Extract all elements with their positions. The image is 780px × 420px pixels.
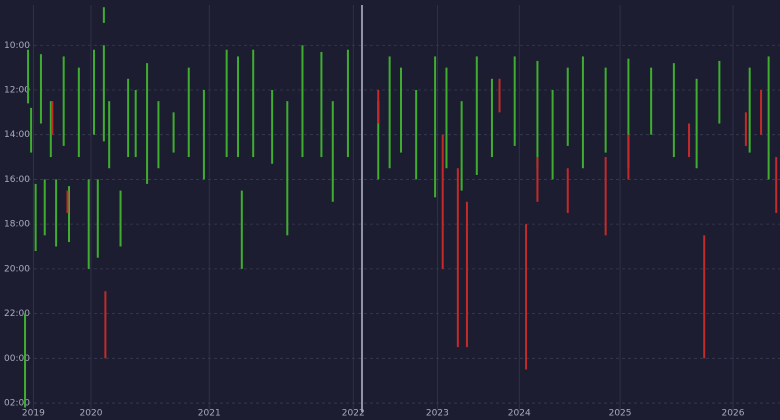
y-tick-label: 18:00 [4, 220, 30, 230]
session-bar [441, 134, 444, 269]
session-bar [525, 224, 528, 370]
x-tick-label: 2026 [722, 409, 745, 419]
x-tick-label: 2025 [609, 409, 632, 419]
session-bar [604, 67, 607, 153]
session-bar [748, 67, 751, 153]
session-bar [377, 89, 380, 124]
session-bar [62, 56, 65, 146]
session-bar [460, 101, 463, 191]
x-tick-label: 2023 [426, 409, 449, 419]
session-bar [301, 45, 304, 158]
session-bar [346, 49, 349, 158]
y-tick-label: 14:00 [4, 130, 30, 140]
session-bar [498, 78, 501, 113]
session-bar [513, 56, 516, 146]
session-bar [456, 168, 459, 348]
session-bar [77, 67, 80, 158]
y-tick-label: 22:00 [4, 309, 30, 319]
session-bar [271, 89, 274, 164]
session-bar [388, 56, 391, 169]
session-bar [320, 51, 323, 158]
session-bar [627, 58, 630, 169]
session-bar [475, 56, 478, 175]
session-bar [627, 134, 630, 180]
session-bar [237, 56, 240, 158]
session-bar [134, 89, 137, 158]
session-bar [119, 190, 122, 247]
session-bar [67, 186, 70, 243]
session-bar [34, 183, 37, 251]
session-bar [604, 157, 607, 236]
y-tick-label: 02:00 [4, 399, 30, 409]
session-bar [66, 190, 69, 213]
session-bar [252, 49, 255, 158]
y-tick-label: 20:00 [4, 264, 30, 274]
session-bar [172, 112, 175, 153]
session-bar [55, 179, 58, 247]
session-bar [672, 63, 675, 158]
session-bar [51, 101, 54, 135]
session-bar [703, 235, 706, 359]
session-bar [43, 179, 46, 236]
session-bar [415, 89, 418, 180]
session-bar [39, 54, 42, 124]
session-bar [87, 179, 90, 269]
session-bar [767, 56, 770, 180]
session-bar [102, 7, 105, 23]
y-tick-label: 10:00 [4, 41, 30, 51]
session-bar [24, 313, 27, 408]
y-tick-label: 16:00 [4, 175, 30, 185]
session-bar [760, 89, 763, 135]
session-bar [718, 60, 721, 124]
x-tick-label: 2021 [198, 409, 221, 419]
session-bar [30, 107, 33, 153]
session-bar [650, 67, 653, 135]
session-bar [536, 60, 539, 169]
session-bar [581, 56, 584, 169]
session-bar [187, 67, 190, 158]
y-tick-label: 00:00 [4, 354, 30, 364]
y-tick-label: 12:00 [4, 85, 30, 95]
x-tick-label: 2024 [508, 409, 531, 419]
session-bar [536, 157, 539, 202]
session-bar [104, 291, 107, 359]
session-bar [688, 123, 691, 158]
session-bar [157, 101, 160, 169]
session-bar [744, 112, 747, 146]
session-bar [490, 78, 493, 158]
session-bar [551, 89, 554, 180]
session-bar [695, 78, 698, 169]
session-bar [566, 67, 569, 146]
session-bar [96, 179, 99, 258]
x-tick-label: 2020 [80, 409, 103, 419]
session-bar [49, 101, 52, 158]
session-bar [377, 101, 380, 180]
session-bar [434, 56, 437, 198]
session-bar [93, 49, 96, 135]
session-bar [331, 101, 334, 202]
session-bar [465, 201, 468, 348]
session-bar [225, 49, 228, 158]
session-bar [202, 89, 205, 180]
session-bar [146, 63, 149, 184]
session-bar [445, 67, 448, 169]
session-bar [566, 168, 569, 213]
x-tick-label: 2022 [342, 409, 365, 419]
session-bar [286, 101, 289, 236]
session-bar [127, 78, 130, 158]
session-bar [775, 157, 778, 213]
session-bar [108, 101, 111, 169]
session-bar [102, 45, 105, 142]
session-bar [400, 67, 402, 153]
x-tick-label: 2019 [22, 409, 45, 419]
session-bar [27, 49, 30, 104]
session-bar [240, 190, 243, 269]
